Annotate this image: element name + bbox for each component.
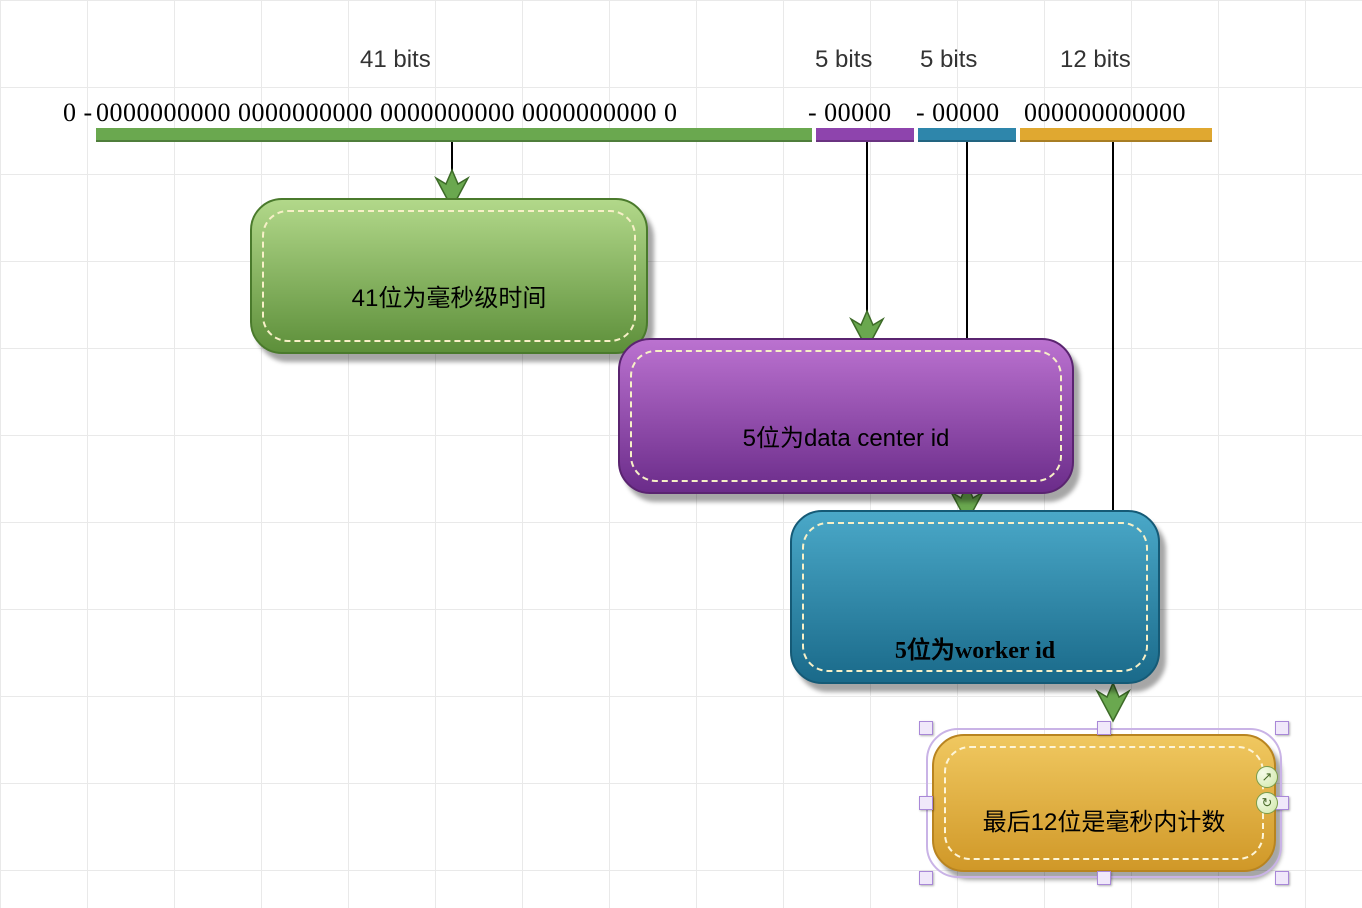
- box-timestamp: 41位为毫秒级时间: [250, 198, 648, 354]
- bits-datacenter: - 00000: [808, 98, 892, 128]
- share-button[interactable]: ↗: [1256, 766, 1278, 788]
- resize-handle[interactable]: [919, 796, 933, 810]
- resize-handle[interactable]: [919, 721, 933, 735]
- resize-handle[interactable]: [1097, 721, 1111, 735]
- header-5bits-b: 5 bits: [920, 46, 977, 74]
- box-datacenter-label: 5位为data center id: [620, 418, 1072, 453]
- selection-outline: [926, 728, 1282, 878]
- bits-prefix: 0 -: [63, 98, 93, 128]
- bar-worker: [918, 128, 1016, 142]
- box-timestamp-label: 41位为毫秒级时间: [252, 278, 646, 313]
- bar-datacenter: [816, 128, 914, 142]
- box-worker: 5位为worker id: [790, 510, 1160, 684]
- box-datacenter: 5位为data center id: [618, 338, 1074, 494]
- header-12bits: 12 bits: [1060, 46, 1131, 74]
- reload-button[interactable]: ↻: [1256, 792, 1278, 814]
- resize-handle[interactable]: [1275, 871, 1289, 885]
- box-worker-label: 5位为worker id: [792, 630, 1158, 665]
- resize-handle[interactable]: [1097, 871, 1111, 885]
- bits-sequence: 000000000000: [1024, 98, 1186, 128]
- diagram-layer: 41 bits 5 bits 5 bits 12 bits 0 - 000000…: [0, 0, 1362, 908]
- resize-handle[interactable]: [919, 871, 933, 885]
- resize-handle[interactable]: [1275, 721, 1289, 735]
- bar-timestamp: [96, 128, 812, 142]
- bar-sequence: [1020, 128, 1212, 142]
- bits-timestamp: 0000000000 0000000000 0000000000 0000000…: [96, 98, 678, 128]
- header-5bits-a: 5 bits: [815, 46, 872, 74]
- header-41bits: 41 bits: [360, 46, 431, 74]
- bits-worker: - 00000: [916, 98, 1000, 128]
